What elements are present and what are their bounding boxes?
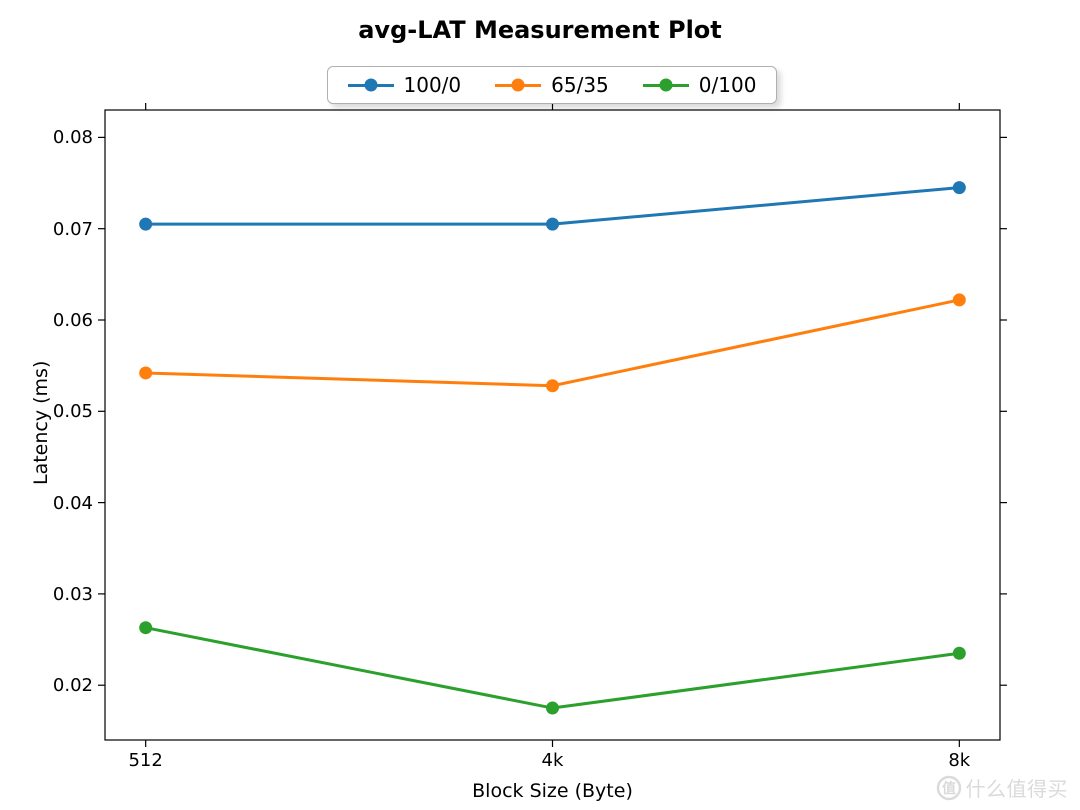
x-tick-label: 4k [523, 750, 583, 771]
legend-marker-icon [659, 79, 672, 92]
y-tick-label: 0.05 [53, 401, 93, 422]
x-tick-label: 8k [929, 750, 989, 771]
legend-marker-icon [364, 79, 377, 92]
legend-label: 0/100 [699, 73, 757, 97]
legend-item: 100/0 [348, 73, 462, 97]
legend-label: 100/0 [404, 73, 462, 97]
y-tick-label: 0.02 [53, 675, 93, 696]
y-tick-label: 0.07 [53, 219, 93, 240]
chart-container: avg-LAT Measurement Plot Latency (ms) Bl… [0, 0, 1080, 810]
x-tick-label: 512 [116, 750, 176, 771]
chart-svg [0, 0, 1080, 810]
legend-item: 65/35 [495, 73, 609, 97]
y-tick-label: 0.08 [53, 127, 93, 148]
legend: 100/0 65/35 0/100 [327, 66, 778, 104]
legend-marker-icon [512, 79, 525, 92]
y-tick-label: 0.03 [53, 584, 93, 605]
y-tick-label: 0.04 [53, 493, 93, 514]
x-axis-label: Block Size (Byte) [105, 780, 1000, 802]
legend-line-icon [348, 84, 394, 87]
y-tick-label: 0.06 [53, 310, 93, 331]
legend-label: 65/35 [551, 73, 609, 97]
legend-item: 0/100 [643, 73, 757, 97]
legend-line-icon [643, 84, 689, 87]
y-axis-label: Latency (ms) [30, 361, 52, 485]
legend-line-icon [495, 84, 541, 87]
